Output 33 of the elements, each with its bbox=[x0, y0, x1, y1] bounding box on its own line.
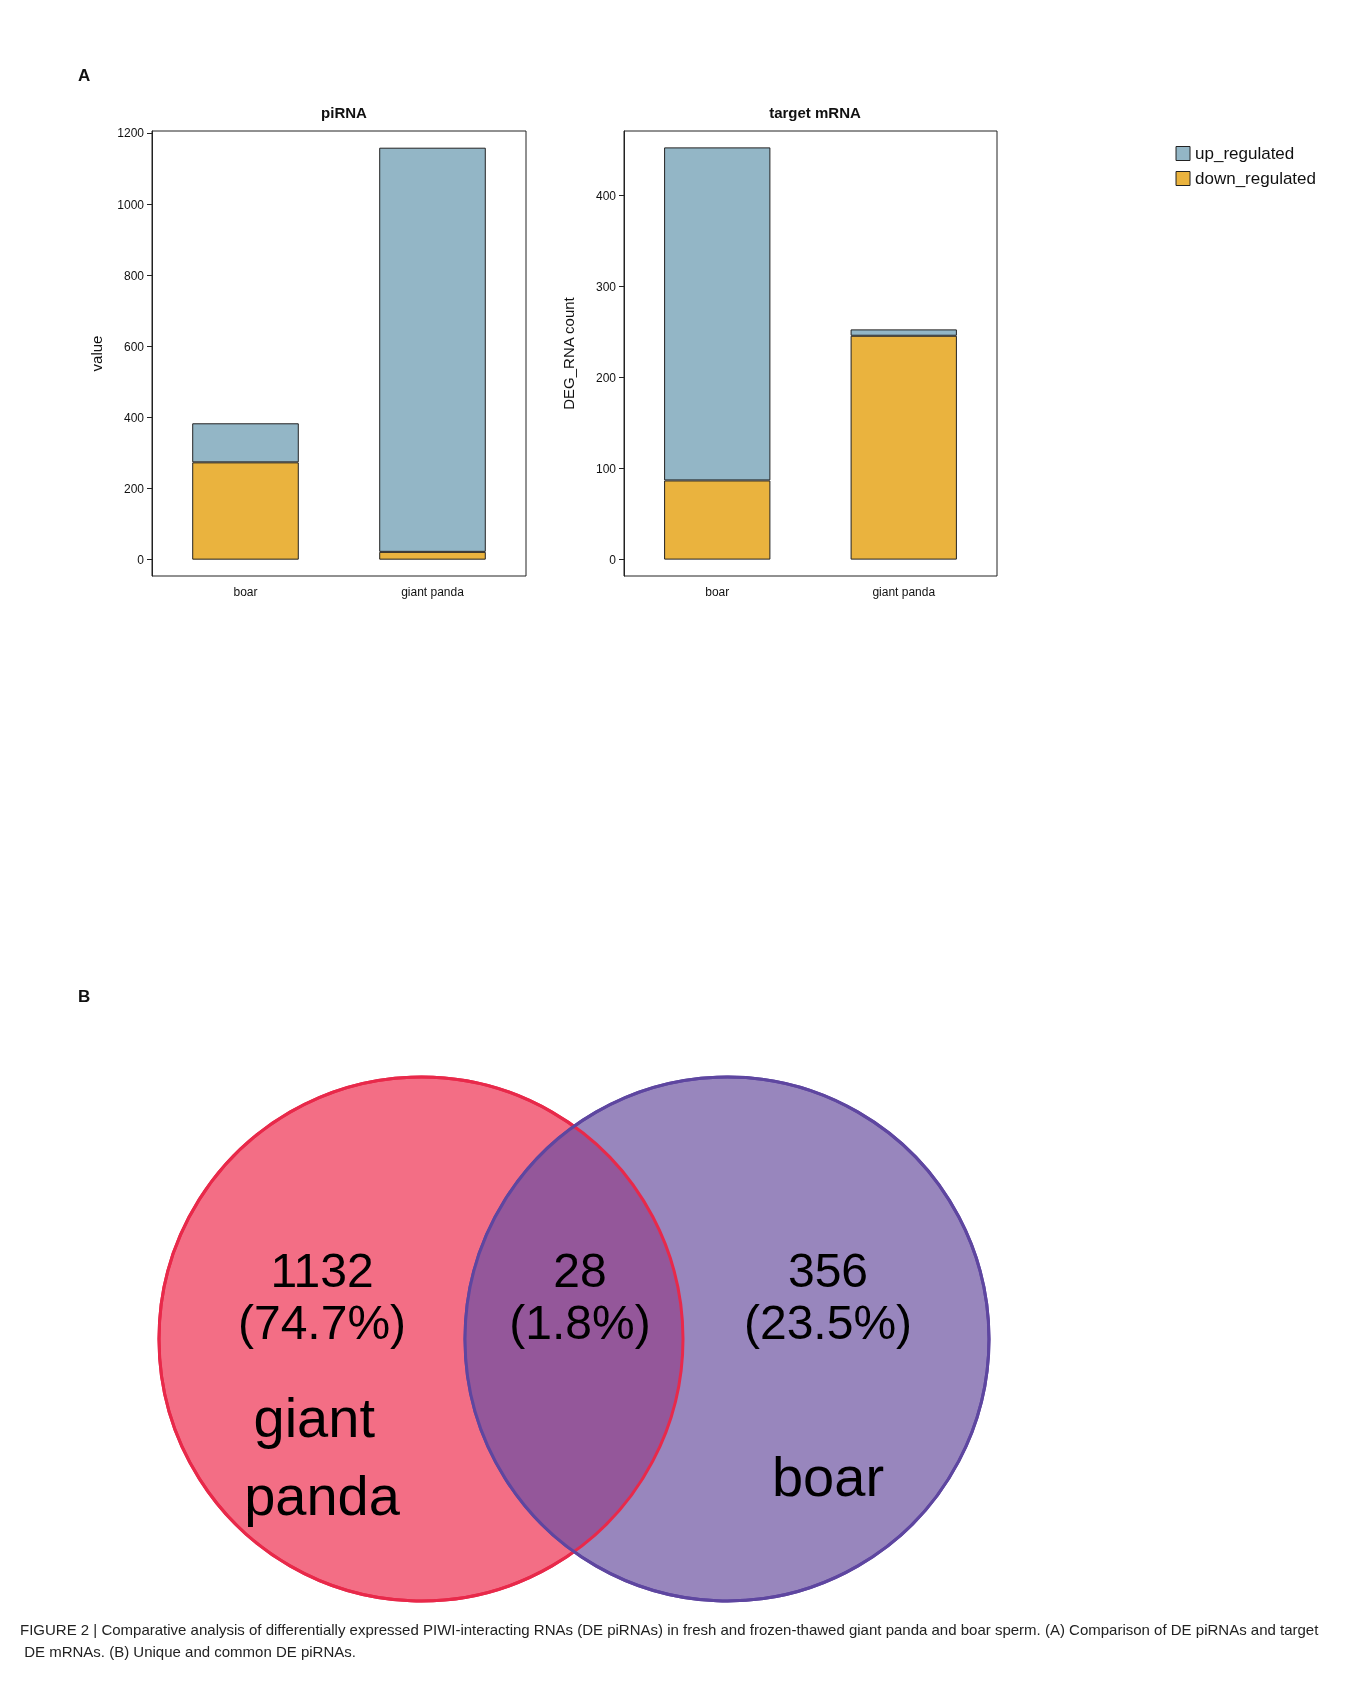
text: (74.7%) bbox=[237, 1295, 407, 1349]
y-tick-label: 1200 bbox=[117, 126, 145, 141]
x-tick-label: giant panda bbox=[401, 585, 465, 599]
y-tick-label: 200 bbox=[123, 481, 145, 496]
caption: FIGURE 2 | Comparative analysis of differentially expressed PIWI-interacting RNAs (DE piRNAs) in fresh and frozen-thawed giant panda and boar sperm. (A) Comparison of DE piRNAs and target DE mRNAs. (B) Unique and common DE piRNAs. bbox=[20, 1620, 1320, 1660]
y-tick-label: 400 bbox=[123, 410, 145, 425]
text: A bbox=[78, 66, 91, 85]
y-tick-label: 1000 bbox=[117, 197, 145, 212]
y-tick-label: 300 bbox=[595, 279, 617, 294]
y-tick-label: 100 bbox=[595, 461, 617, 476]
legend-label: down_regulated bbox=[1195, 169, 1316, 188]
x-tick-label: boar bbox=[705, 585, 730, 599]
y-tick-label: 200 bbox=[595, 370, 617, 385]
y-tick-label: 600 bbox=[123, 339, 145, 354]
text: B bbox=[78, 987, 91, 1006]
text: (23.5%) bbox=[743, 1295, 913, 1349]
data-label: 1132 bbox=[270, 1243, 374, 1297]
data-label: 356 bbox=[787, 1243, 869, 1297]
category-label: giant panda bbox=[244, 1385, 401, 1527]
chart-title: target mRNA bbox=[769, 104, 861, 121]
y-tick-label: 0 bbox=[609, 552, 617, 567]
y-axis-title: DEG_RNA count bbox=[560, 296, 577, 410]
category-label: boar bbox=[771, 1444, 885, 1508]
legend-label: up_regulated bbox=[1195, 144, 1295, 163]
data-label: 28 bbox=[553, 1243, 607, 1297]
y-tick-label: 0 bbox=[137, 552, 145, 567]
text: (1.8%) bbox=[509, 1295, 651, 1349]
y-tick-label: 400 bbox=[595, 188, 617, 203]
x-tick-label: giant panda bbox=[872, 585, 936, 599]
y-axis-title: value bbox=[88, 335, 105, 372]
y-tick-label: 800 bbox=[123, 268, 145, 283]
x-tick-label: boar bbox=[233, 585, 258, 599]
chart-title: piRNA bbox=[321, 104, 368, 121]
